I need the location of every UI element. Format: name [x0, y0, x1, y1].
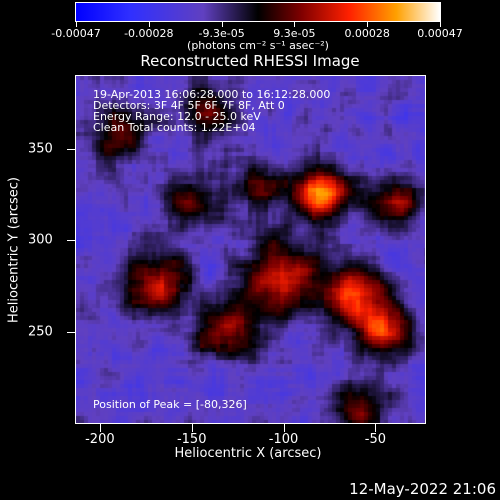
x-tick: [191, 424, 193, 432]
timestamp: 12-May-2022 21:06: [349, 480, 496, 498]
info-time-range: 19-Apr-2013 16:06:28.000 to 16:12:28.000: [93, 88, 331, 101]
colorbar-tick-label: -0.00047: [51, 27, 101, 40]
colorbar-tick: [76, 22, 77, 27]
colorbar-tick-label: 0.00028: [344, 27, 390, 40]
x-tick-label: -200: [85, 432, 115, 447]
x-tick-label: -150: [176, 432, 207, 447]
rhessi-image: [76, 76, 425, 423]
x-tick: [99, 424, 101, 432]
colorbar-tick: [148, 22, 150, 27]
info-method: Clean Total counts: 1.22E+04: [93, 121, 256, 134]
colorbar-tick-label: -0.00028: [124, 27, 174, 40]
colorbar-tick: [294, 22, 296, 27]
x-tick-label: -50: [364, 432, 387, 447]
x-axis-title: Heliocentric X (arcsec): [174, 446, 322, 461]
info-energy: Energy Range: 12.0 - 25.0 keV: [93, 110, 261, 123]
colorbar-tick: [221, 22, 223, 27]
y-tick: [67, 331, 75, 333]
colorbar-tick-label: 0.00047: [417, 27, 463, 40]
plot-title: Reconstructed RHESSI Image: [140, 52, 360, 70]
plot-frame: [75, 75, 426, 424]
colorbar-gradient: [76, 3, 440, 21]
colorbar-units: (photons cm⁻² s⁻¹ asec⁻²): [187, 39, 329, 52]
x-tick: [283, 424, 285, 432]
info-detectors: Detectors: 3F 4F 5F 6F 7F 8F, Att 0: [93, 99, 285, 112]
x-tick-label: -100: [268, 432, 299, 447]
y-tick-label: 300: [28, 232, 53, 248]
y-tick: [67, 240, 75, 242]
colorbar-tick: [440, 22, 441, 27]
info-peak: Position of Peak = [-80,326]: [93, 398, 247, 411]
y-tick: [67, 149, 75, 151]
x-tick: [375, 424, 377, 432]
colorbar-tick-label: -9.3e-05: [198, 27, 245, 40]
colorbar: [75, 2, 441, 22]
y-tick-label: 350: [28, 141, 53, 157]
colorbar-tick: [367, 22, 369, 27]
y-tick-label: 250: [28, 324, 53, 340]
colorbar-tick-label: 9.3e-05: [273, 27, 316, 40]
y-axis-title: Heliocentric Y (arcsec): [6, 177, 22, 323]
